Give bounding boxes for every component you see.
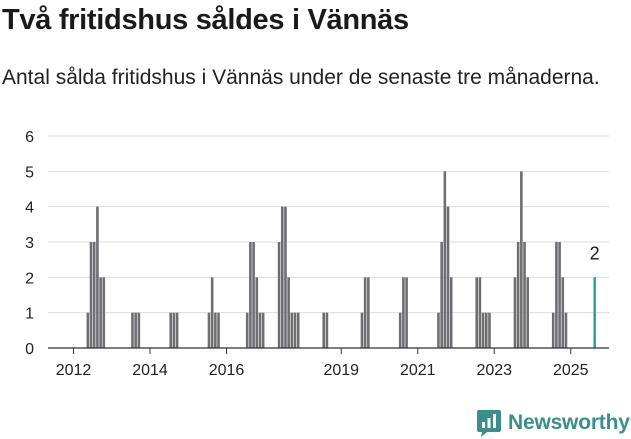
bar xyxy=(551,312,555,348)
bar xyxy=(440,242,443,348)
bar xyxy=(293,312,297,348)
bar xyxy=(446,206,450,348)
bar xyxy=(245,312,249,348)
brand: Newsworthy xyxy=(476,408,630,438)
x-axis: 2012 2014 2016 2019 2021 2023 2025 xyxy=(48,347,609,379)
x-tick-label: 2014 xyxy=(132,362,168,379)
bar xyxy=(255,277,259,348)
y-tick-label: 0 xyxy=(25,341,34,358)
annotations: 2 xyxy=(590,243,600,263)
y-tick-label: 3 xyxy=(25,235,34,252)
bar xyxy=(131,312,134,348)
bar xyxy=(261,312,265,348)
highlight-bar xyxy=(593,277,596,348)
bar xyxy=(558,242,561,348)
bar xyxy=(363,277,367,348)
bar xyxy=(437,312,440,348)
y-tick-label: 4 xyxy=(25,200,34,217)
bar xyxy=(475,277,479,348)
x-tick-label: 2019 xyxy=(323,362,359,379)
bar xyxy=(360,312,364,348)
bar xyxy=(210,277,214,348)
bar xyxy=(322,312,326,348)
bar xyxy=(252,242,255,348)
x-tick-label: 2016 xyxy=(209,362,245,379)
chart-subtitle: Antal sålda fritidshus i Vännäs under de… xyxy=(2,66,600,89)
bar xyxy=(207,312,211,348)
bar xyxy=(172,312,176,348)
bar xyxy=(367,277,370,348)
y-tick-label: 6 xyxy=(25,129,34,146)
bar xyxy=(478,277,482,348)
highlight-value-label: 2 xyxy=(590,243,600,263)
bar xyxy=(277,242,281,348)
y-tick-label: 1 xyxy=(25,306,34,323)
bar xyxy=(258,312,262,348)
bar xyxy=(102,277,106,348)
bar xyxy=(488,312,491,348)
brand-name: Newsworthy xyxy=(508,411,630,434)
bar xyxy=(520,171,523,348)
bar xyxy=(561,277,565,348)
bar xyxy=(526,277,530,348)
bar xyxy=(484,312,488,348)
bar xyxy=(280,206,284,348)
bar xyxy=(516,242,520,348)
bar xyxy=(523,242,526,348)
bar xyxy=(96,206,99,348)
bar xyxy=(89,242,93,348)
bar xyxy=(284,206,287,348)
bar xyxy=(481,312,485,348)
bar xyxy=(555,242,558,348)
chart-title: Två fritidshus såldes i Vännäs xyxy=(2,4,409,36)
bars xyxy=(86,171,596,348)
y-axis-labels: 0 1 2 3 4 5 6 xyxy=(25,129,34,358)
bar xyxy=(564,312,568,348)
newsworthy-logo-icon xyxy=(477,410,501,437)
bar xyxy=(99,277,102,348)
bar xyxy=(405,277,408,348)
y-tick-label: 5 xyxy=(25,164,34,181)
bar xyxy=(249,242,252,348)
bar xyxy=(398,312,402,348)
bar xyxy=(137,312,141,348)
bar xyxy=(134,312,137,348)
bar xyxy=(214,312,217,348)
bar xyxy=(217,312,220,348)
y-tick-label: 2 xyxy=(25,270,34,287)
x-tick-label: 2025 xyxy=(553,362,589,379)
bar xyxy=(513,277,517,348)
bar xyxy=(287,277,290,348)
bar xyxy=(86,312,90,348)
x-tick-label: 2012 xyxy=(56,362,92,379)
bar xyxy=(443,171,447,348)
bar xyxy=(290,312,294,348)
bar xyxy=(175,312,179,348)
bar xyxy=(92,242,96,348)
bar xyxy=(169,312,173,348)
x-tick-label: 2023 xyxy=(476,362,512,379)
bar xyxy=(296,312,300,348)
bar xyxy=(325,312,329,348)
bar-chart: 0 1 2 3 4 5 6 2012 2014 2016 2019 2021 2023 2025 2 xyxy=(25,129,609,379)
x-tick-label: 2021 xyxy=(400,362,436,379)
bar xyxy=(449,277,453,348)
bar xyxy=(402,277,405,348)
